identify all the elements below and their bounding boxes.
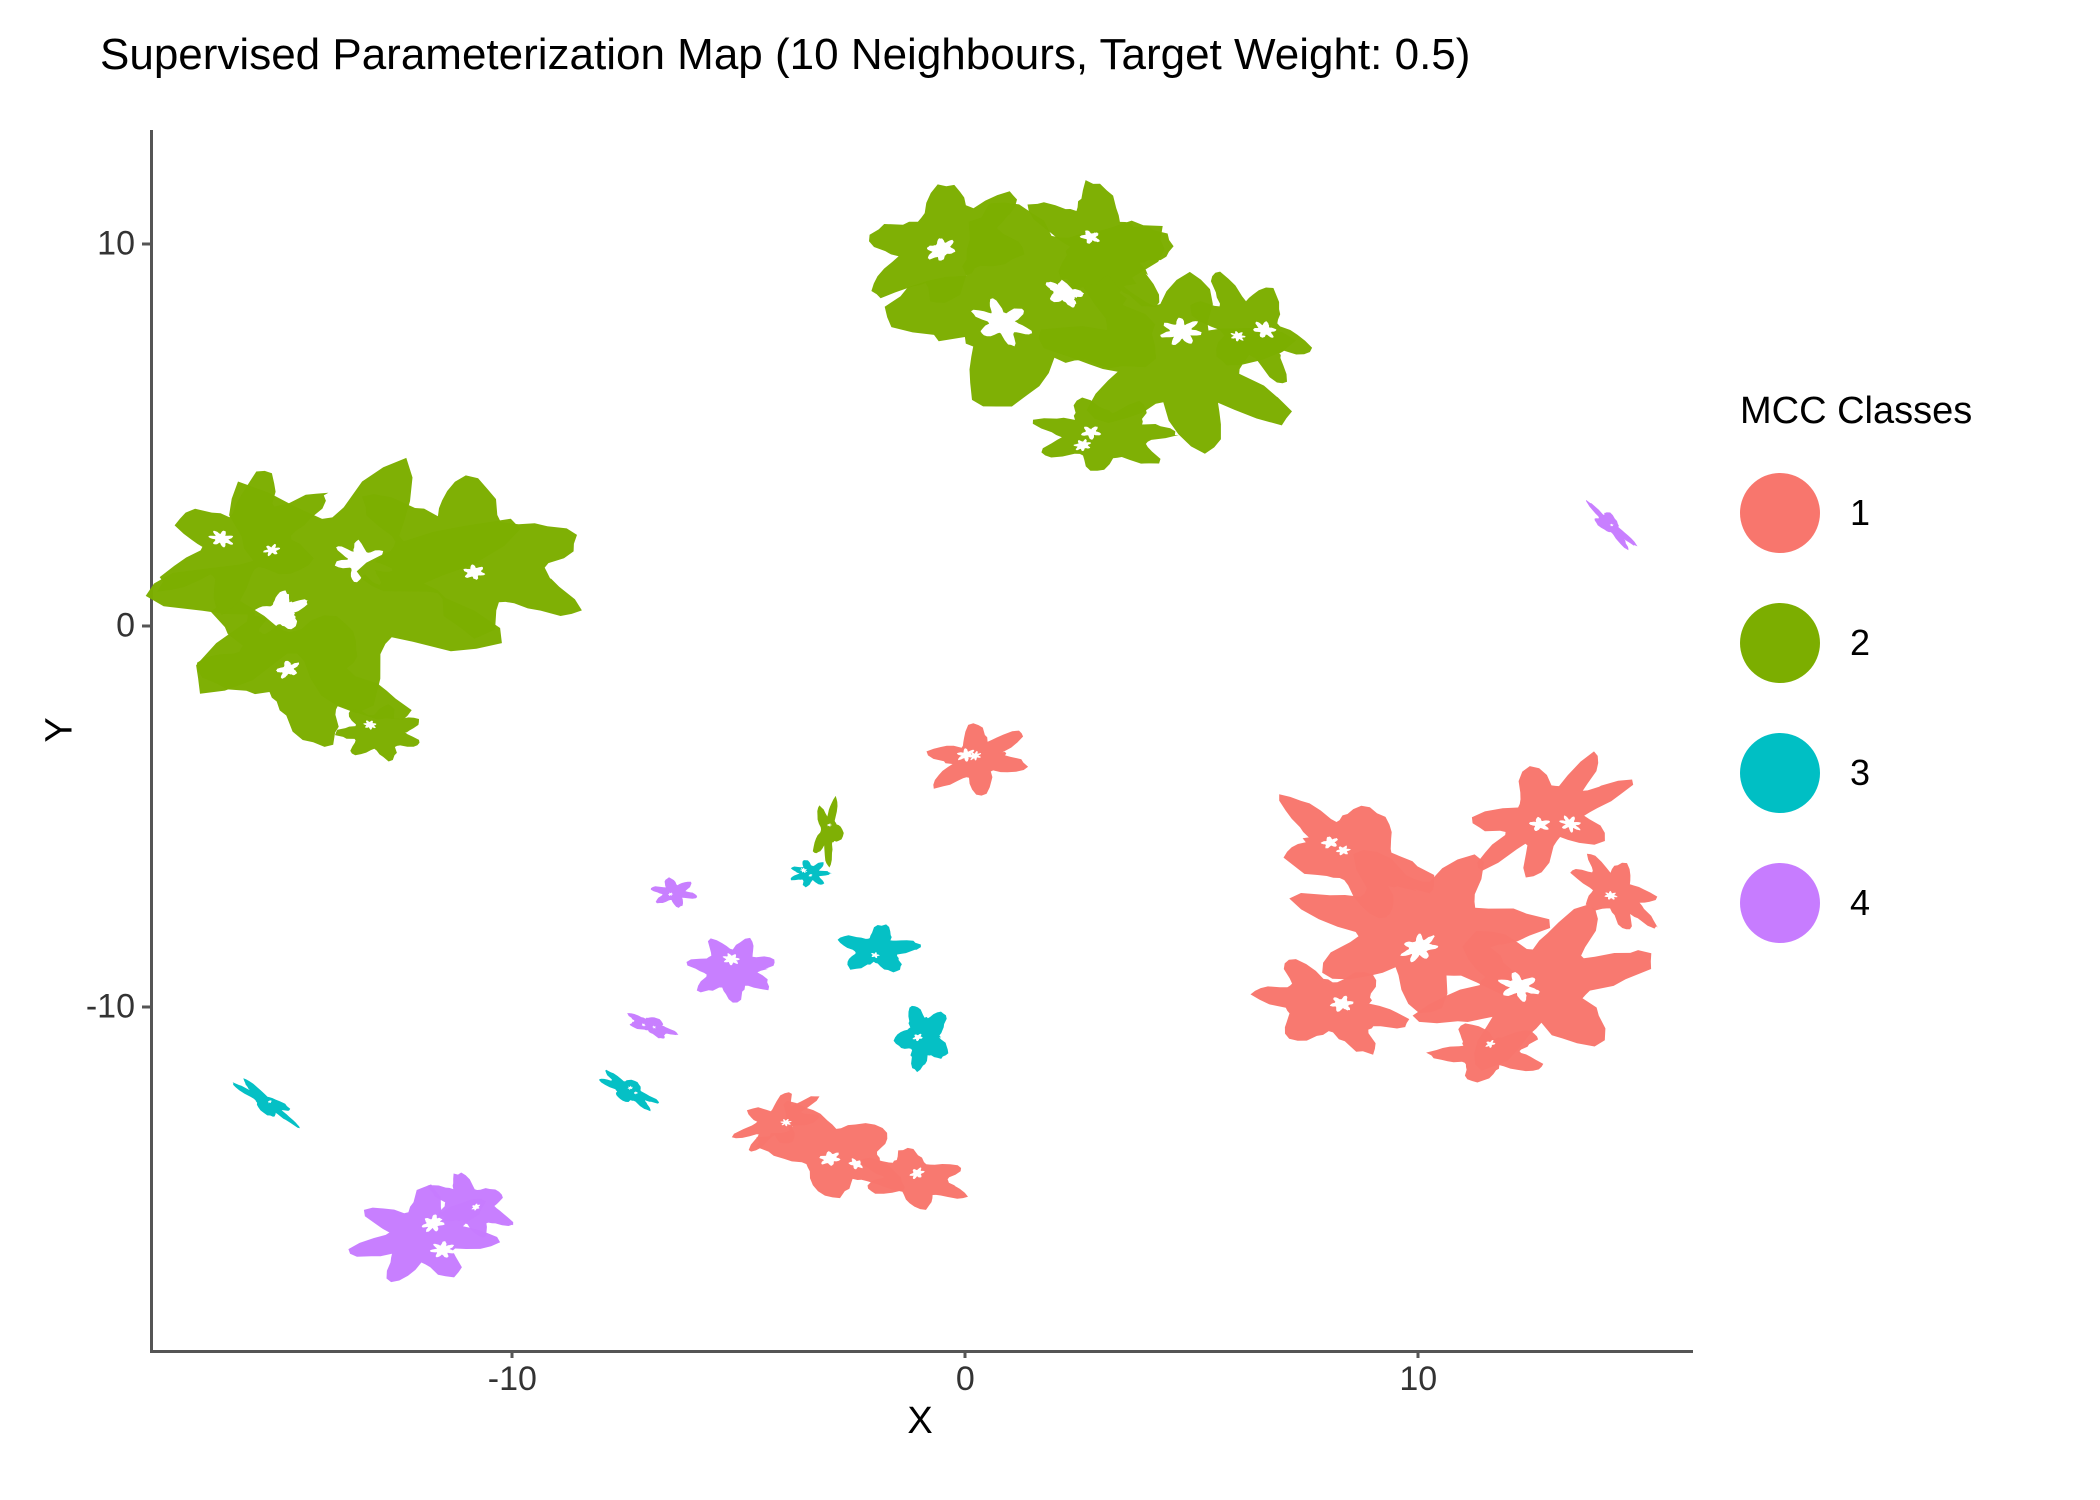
cluster-blob-class-1 — [927, 723, 1029, 795]
legend-swatch — [1740, 733, 1820, 813]
cluster-blob-class-1 — [1426, 1023, 1543, 1082]
legend-item-label: 4 — [1850, 882, 1870, 924]
cluster-blob-class-3 — [791, 860, 832, 887]
legend-item: 4 — [1740, 863, 1972, 943]
legend-item-label: 2 — [1850, 622, 1870, 664]
cluster-blob-class-3 — [599, 1070, 659, 1112]
cluster-blob-class-1 — [1472, 751, 1633, 877]
chart-page: Supervised Parameterization Map (10 Neig… — [0, 0, 2100, 1500]
legend-title: MCC Classes — [1740, 390, 1972, 433]
y-tick-mark — [142, 624, 150, 627]
legend-swatch — [1740, 473, 1820, 553]
y-axis-label: Y — [39, 717, 82, 742]
legend: MCC Classes 1 2 3 4 — [1740, 390, 1972, 993]
cluster-blob-class-3 — [894, 1006, 949, 1072]
y-tick-mark — [142, 243, 150, 246]
plot-area — [150, 130, 1693, 1353]
legend-swatch — [1740, 863, 1820, 943]
cluster-blob-class-2 — [813, 796, 844, 868]
legend-item: 3 — [1740, 733, 1972, 813]
cluster-blob-class-4 — [627, 1013, 678, 1039]
x-tick-label: 10 — [1399, 1360, 1437, 1399]
x-tick-label: 0 — [956, 1360, 975, 1399]
cluster-blob-class-3 — [233, 1078, 300, 1128]
cluster-blob-class-4 — [651, 877, 697, 908]
legend-items: 1 2 3 4 — [1740, 473, 1972, 943]
legend-item-label: 3 — [1850, 752, 1870, 794]
scatter-clusters — [153, 130, 1693, 1350]
y-tick-label: 10 — [97, 225, 135, 264]
cluster-blob-class-3 — [838, 924, 921, 972]
y-tick-label: 0 — [116, 606, 135, 645]
cluster-blob-class-4 — [687, 938, 775, 1003]
y-tick-mark — [142, 1005, 150, 1008]
legend-item-label: 1 — [1850, 492, 1870, 534]
legend-item: 1 — [1740, 473, 1972, 553]
x-axis-label: X — [907, 1400, 932, 1443]
x-tick-label: -10 — [488, 1360, 537, 1399]
legend-swatch — [1740, 603, 1820, 683]
chart-title: Supervised Parameterization Map (10 Neig… — [100, 30, 1470, 80]
legend-item: 2 — [1740, 603, 1972, 683]
y-tick-label: -10 — [86, 987, 135, 1026]
